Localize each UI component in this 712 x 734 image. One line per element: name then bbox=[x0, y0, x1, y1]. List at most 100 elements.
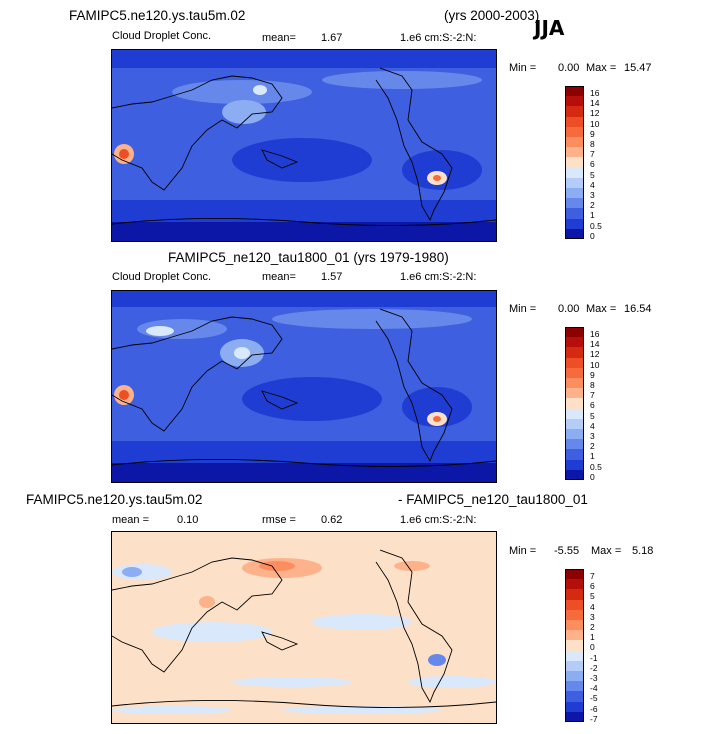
colorbar-swatch bbox=[565, 86, 584, 97]
colorbar-level-label: -5 bbox=[590, 693, 598, 704]
colorbar-frame bbox=[565, 569, 584, 722]
colorbar-level-label: 8 bbox=[590, 139, 595, 149]
panel3-map-field bbox=[112, 532, 496, 723]
colorbar-level-label: 5 bbox=[590, 591, 595, 602]
colorbar-swatch bbox=[565, 569, 584, 580]
colorbar-swatch bbox=[565, 157, 584, 169]
colorbar-swatch bbox=[565, 459, 584, 471]
colorbar-level-label: 5 bbox=[590, 410, 595, 421]
panel1-mean-value: 1.67 bbox=[321, 32, 343, 44]
colorbar-swatch bbox=[565, 620, 584, 631]
colorbar-swatch bbox=[565, 228, 584, 240]
panel3-title-right: - FAMIPC5_ne120_tau1800_01 bbox=[398, 492, 588, 507]
colorbar-swatch bbox=[565, 347, 584, 359]
colorbar-swatch bbox=[565, 671, 584, 682]
panel2-min-label: Min = bbox=[509, 303, 537, 315]
panel3-title-left: FAMIPC5.ne120.ys.tau5m.02 bbox=[26, 492, 203, 507]
panel2-units: 1.e6 cm:S:-2:N: bbox=[400, 271, 477, 283]
colorbar-level-label: 1 bbox=[590, 451, 595, 462]
colorbar-swatch bbox=[565, 198, 584, 209]
colorbar-level-label: 0 bbox=[590, 230, 595, 241]
colorbar-level-label: 5 bbox=[590, 169, 595, 180]
colorbar-swatch bbox=[565, 137, 584, 148]
season-label: JJA bbox=[534, 16, 565, 40]
colorbar-swatch bbox=[565, 579, 584, 590]
colorbar-level-label: 4 bbox=[590, 420, 595, 431]
colorbar-swatch bbox=[565, 609, 584, 621]
panel1-units: 1.e6 cm:S:-2:N: bbox=[400, 32, 477, 44]
colorbar-swatch bbox=[565, 408, 584, 420]
colorbar-swatch bbox=[565, 589, 584, 601]
colorbar-swatch bbox=[565, 337, 584, 348]
panel2-map-field bbox=[112, 291, 496, 482]
colorbar-level-label: 0.5 bbox=[590, 220, 602, 231]
panel1-mean-label: mean= bbox=[262, 32, 296, 44]
colorbar-swatch bbox=[565, 388, 584, 399]
colorbar-swatch bbox=[565, 681, 584, 692]
colorbar-level-label: 6 bbox=[590, 159, 595, 170]
colorbar-level-label: -4 bbox=[590, 683, 598, 694]
colorbar-level-label: 0.5 bbox=[590, 461, 602, 472]
colorbar-swatch bbox=[565, 327, 584, 338]
panel2-map bbox=[111, 290, 497, 483]
panel2-max-label: Max = bbox=[586, 303, 617, 315]
colorbar-swatch bbox=[565, 469, 584, 481]
colorbar-level-label: 7 bbox=[590, 571, 595, 581]
colorbar-swatch bbox=[565, 650, 584, 662]
colorbar-swatch bbox=[565, 96, 584, 107]
colorbar-swatch bbox=[565, 177, 584, 189]
panel1-map bbox=[111, 49, 497, 242]
colorbar-swatch bbox=[565, 630, 584, 641]
colorbar-level-label: 2 bbox=[590, 622, 595, 632]
colorbar-level-label: 2 bbox=[590, 441, 595, 452]
colorbar-swatch bbox=[565, 449, 584, 461]
colorbar-level-label: 4 bbox=[590, 601, 595, 612]
colorbar-swatch bbox=[565, 167, 584, 179]
colorbar-level-label: -3 bbox=[590, 673, 598, 683]
colorbar-level-label: 4 bbox=[590, 179, 595, 190]
colorbar-swatch bbox=[565, 398, 584, 410]
panel2-title: FAMIPC5_ne120_tau1800_01 (yrs 1979-1980) bbox=[168, 250, 449, 265]
panel1-max-label: Max = bbox=[586, 62, 617, 74]
colorbar-level-label: -1 bbox=[590, 652, 598, 663]
colorbar-level-label: 12 bbox=[590, 349, 600, 360]
colorbar-level-label: 9 bbox=[590, 369, 595, 380]
colorbar-level-label: 9 bbox=[590, 128, 595, 139]
colorbar-level-label: 7 bbox=[590, 390, 595, 401]
colorbar-level-label: -6 bbox=[590, 703, 598, 714]
panel2-min-value: 0.00 bbox=[558, 303, 580, 315]
colorbar-level-label: 12 bbox=[590, 108, 600, 119]
colorbar-swatch bbox=[565, 188, 584, 199]
panel2-mean-label: mean= bbox=[262, 271, 296, 283]
panel3-min-label: Min = bbox=[509, 545, 537, 557]
colorbar-level-label: -2 bbox=[590, 662, 598, 673]
panel1-min-label: Min = bbox=[509, 62, 537, 74]
colorbar-swatch bbox=[565, 640, 584, 652]
colorbar-level-label: 2 bbox=[590, 200, 595, 211]
panel3-max-label: Max = bbox=[591, 545, 622, 557]
panel3-min-value: -5.55 bbox=[554, 545, 580, 557]
colorbar-level-label: 3 bbox=[590, 190, 595, 200]
colorbar-level-label: 3 bbox=[590, 431, 595, 441]
colorbar-level-label: 6 bbox=[590, 581, 595, 592]
panel1-min-value: 0.00 bbox=[558, 62, 580, 74]
panel3-units: 1.e6 cm:S:-2:N: bbox=[400, 514, 477, 526]
panel1-max-value: 15.47 bbox=[624, 62, 652, 74]
colorbar-swatch bbox=[565, 208, 584, 220]
colorbar-level-label: 6 bbox=[590, 400, 595, 411]
colorbar-swatch bbox=[565, 367, 584, 379]
colorbar-swatch bbox=[565, 357, 584, 369]
colorbar-swatch bbox=[565, 701, 584, 713]
colorbar-frame bbox=[565, 86, 584, 239]
panel2-field-label: Cloud Droplet Conc. bbox=[112, 271, 212, 283]
colorbar-level-label: 0 bbox=[590, 471, 595, 482]
colorbar-level-label: 8 bbox=[590, 380, 595, 390]
colorbar-swatch bbox=[565, 147, 584, 158]
colorbar-level-label: 14 bbox=[590, 98, 600, 109]
colorbar-frame bbox=[565, 327, 584, 480]
colorbar-swatch bbox=[565, 418, 584, 430]
colorbar-level-label: 1 bbox=[590, 210, 595, 221]
colorbar-swatch bbox=[565, 116, 584, 128]
colorbar-swatch bbox=[565, 711, 584, 723]
panel3-map bbox=[111, 531, 497, 724]
